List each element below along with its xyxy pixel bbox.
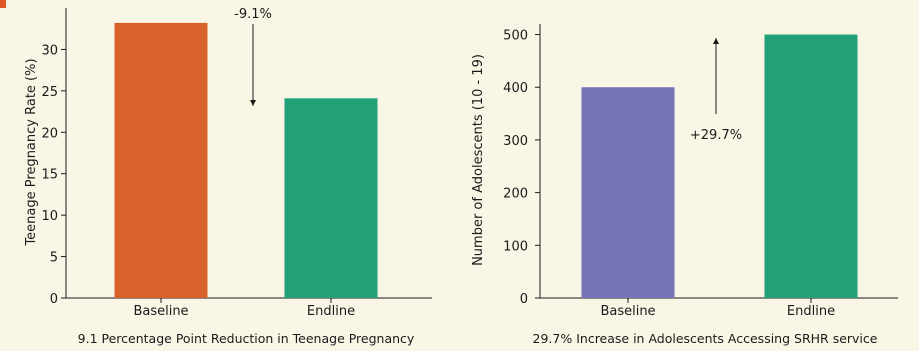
- chart-2-ytick-label: 500: [503, 29, 528, 44]
- chart-2-caption: 29.7% Increase in Adolescents Accessing …: [533, 331, 878, 346]
- chart-1-annotation: -9.1%: [234, 7, 272, 22]
- chart-1-ylabel: Teenage Pregnancy Rate (%): [24, 58, 39, 246]
- chart-1-ytick-label: 30: [41, 43, 58, 58]
- chart-2-annotation: +29.7%: [690, 128, 742, 143]
- chart-2-arrow-head: [713, 38, 719, 44]
- chart-2-xtick-label-endline: Endline: [787, 304, 835, 319]
- chart-2-ytick-label: 100: [503, 239, 528, 254]
- chart-2-ylabel: Number of Adolescents (10 - 19): [471, 54, 486, 266]
- chart-1-ytick-label: 10: [41, 209, 58, 224]
- chart-1-bar-baseline: [114, 22, 208, 299]
- chart-2-ytick-label: 300: [503, 134, 528, 149]
- teen-pregnancy-chart: Teenage Pregnancy Rate (%) 9.1 Percentag…: [24, 7, 432, 346]
- chart-1-caption: 9.1 Percentage Point Reduction in Teenag…: [78, 331, 415, 346]
- chart-1-xtick-label-endline: Endline: [307, 304, 355, 319]
- chart-2-bar-endline: [764, 34, 858, 299]
- adolescents-srhr-chart: Number of Adolescents (10 - 19) 29.7% In…: [471, 24, 898, 346]
- chart-2-ytick-label: 200: [503, 187, 528, 202]
- chart-1-ytick-label: 20: [41, 126, 58, 141]
- chart-2-ytick-label: 0: [520, 292, 528, 307]
- chart-1-arrow-head: [250, 100, 256, 106]
- chart-1-ytick-label: 5: [50, 251, 58, 266]
- chart-1-xtick-label-baseline: Baseline: [133, 304, 188, 319]
- chart-1-ytick-label: 25: [41, 85, 58, 100]
- chart-1-ytick-label: 15: [41, 168, 58, 183]
- chart-2-xtick-label-baseline: Baseline: [600, 304, 655, 319]
- chart-2-ytick-label: 400: [503, 81, 528, 96]
- corner-accent-mark: [0, 0, 6, 8]
- chart-1-bar-endline: [284, 98, 378, 298]
- chart-2-bar-baseline: [581, 87, 675, 298]
- chart-1-ytick-label: 0: [50, 292, 58, 307]
